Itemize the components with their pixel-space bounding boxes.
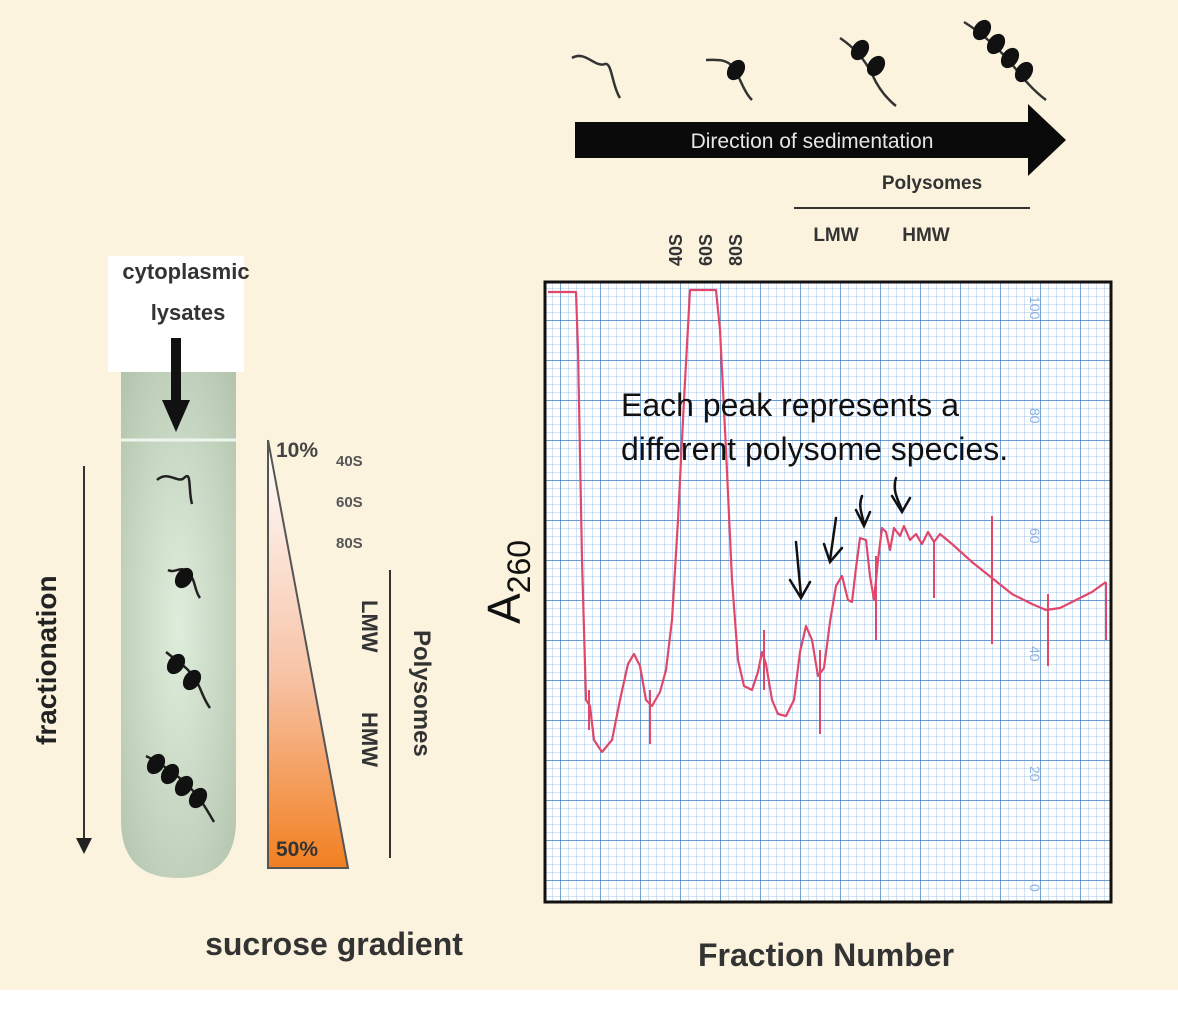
centrifuge-tube	[121, 372, 236, 878]
lysate-label-line2: lysates	[151, 300, 226, 325]
scale-tick-80: 80	[1027, 408, 1043, 424]
tube-section: cytoplasmic lysates fractionation	[31, 256, 463, 962]
gradient-polysomes-label: Polysomes	[408, 630, 435, 757]
gradient-marker-40s: 40S	[336, 453, 363, 470]
header-hmw-label: HMW	[902, 225, 950, 246]
absorbance-trace	[548, 288, 1107, 754]
peak-label-60s: 60S	[696, 234, 716, 266]
peak-arrow-icon	[854, 494, 872, 529]
chart-frame	[543, 280, 1113, 904]
scale-tick-60: 60	[1027, 528, 1043, 544]
sedimentation-arrow-label: Direction of sedimentation	[691, 130, 934, 153]
graph-paper-grid	[545, 282, 1111, 902]
gradient-bottom-percent: 50%	[276, 838, 318, 861]
sedimentation-arrow-icon	[575, 104, 1066, 176]
mrna-strand-icon	[571, 54, 622, 99]
peak-arrow-icon	[890, 476, 912, 515]
mrna-strand-icon	[156, 474, 194, 505]
annotation-line2: different polysome species.	[621, 431, 1008, 467]
peak-arrow-icon	[822, 516, 844, 565]
peak-arrow-icon	[788, 540, 812, 601]
bottom-strip	[0, 990, 1178, 1034]
header-lmw-label: LMW	[813, 225, 858, 246]
scale-tick-0: 0	[1027, 884, 1043, 892]
small-polysome-icon	[163, 650, 212, 709]
scale-tick-100: 100	[1027, 296, 1043, 320]
sucrose-gradient-wedge	[267, 439, 350, 869]
sedimentation-header: Direction of sedimentation Polysomes LMW…	[571, 16, 1066, 266]
sucrose-gradient-caption: sucrose gradient	[205, 926, 463, 962]
large-polysome-icon	[963, 16, 1047, 101]
loading-arrowhead-icon	[162, 400, 190, 432]
y-axis-label: A260	[478, 540, 537, 624]
fractionation-label: fractionation	[31, 575, 62, 745]
monosome-icon	[167, 564, 202, 599]
gradient-top-percent: 10%	[276, 439, 318, 462]
scale-tick-40: 40	[1027, 646, 1043, 662]
header-polysomes-label: Polysomes	[882, 173, 982, 194]
monosome-icon	[705, 56, 753, 101]
peak-label-40s: 40S	[666, 234, 686, 266]
peak-label-80s: 80S	[726, 234, 746, 266]
x-axis-label: Fraction Number	[698, 937, 954, 973]
gradient-marker-80s: 80S	[336, 535, 363, 552]
lysate-label-line1: cytoplasmic	[122, 259, 249, 284]
scale-tick-20: 20	[1027, 766, 1043, 782]
gradient-hmw-label: HMW	[357, 712, 382, 767]
annotation-line1: Each peak represents a	[621, 387, 959, 423]
small-polysome-icon	[839, 36, 897, 107]
gradient-lmw-label: LMW	[357, 600, 382, 653]
gradient-marker-60s: 60S	[336, 494, 363, 511]
large-polysome-icon	[143, 750, 216, 823]
absorbance-profile-chart: 100 80 60 40 20 0 Each peak represents a…	[478, 280, 1113, 973]
